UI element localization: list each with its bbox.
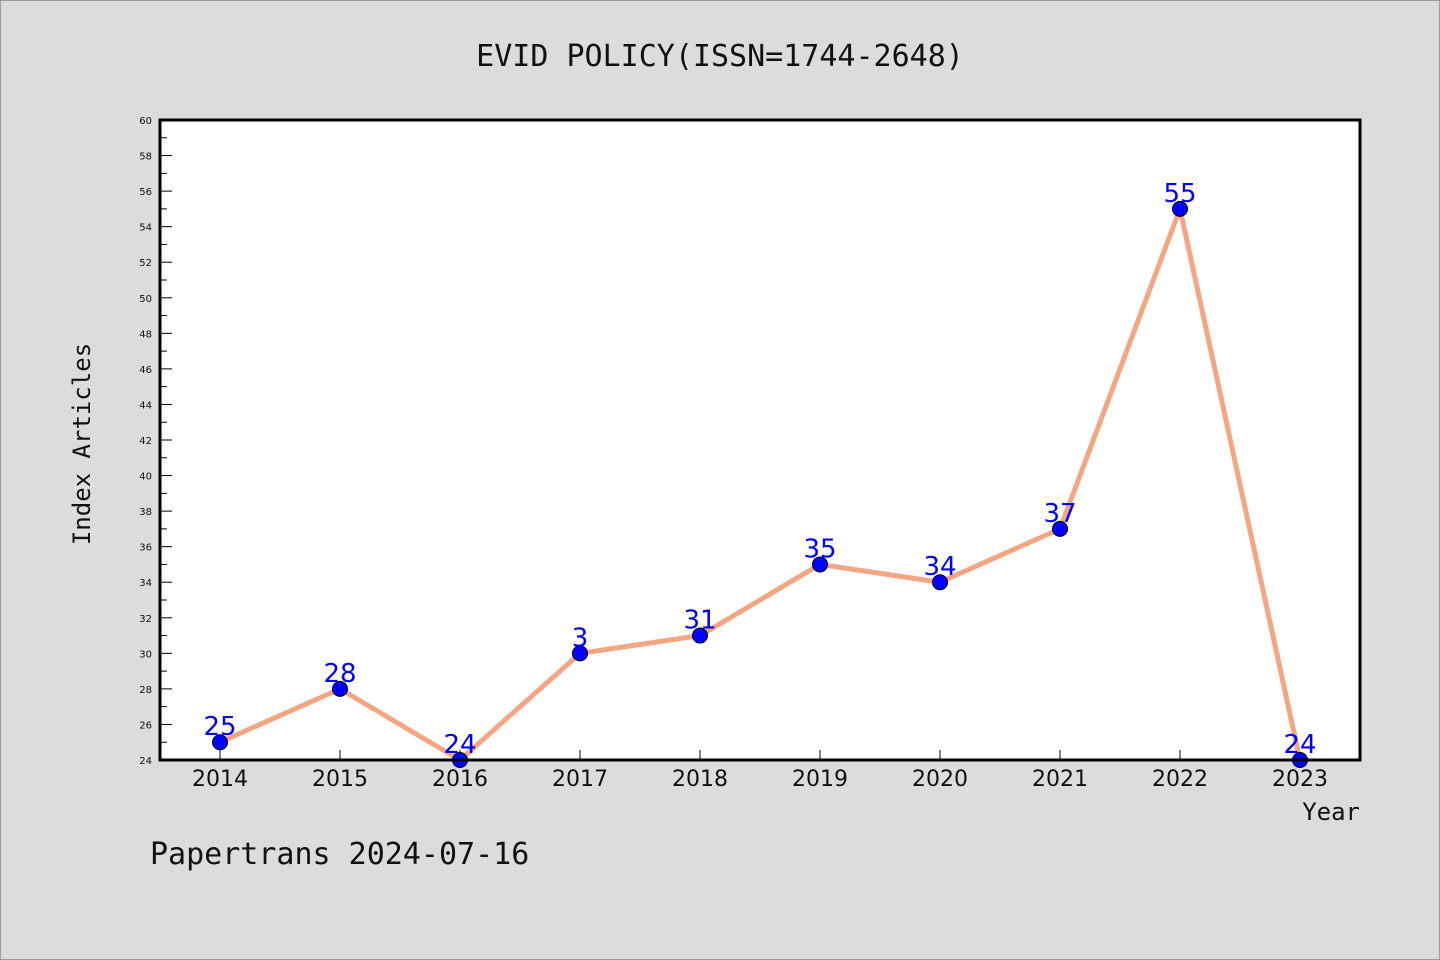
y-tick-label: 54	[139, 223, 152, 234]
x-tick-label: 2016	[432, 767, 488, 792]
y-tick-label: 26	[139, 720, 152, 731]
data-label: 55	[1163, 179, 1196, 209]
x-tick-label: 2020	[912, 767, 968, 792]
y-tick-label: 58	[139, 152, 152, 163]
x-tick-label: 2022	[1152, 767, 1208, 792]
series-layer: 25 28 24 3 31 35 34 37 55 24	[203, 179, 1317, 768]
y-tick-label: 60	[139, 116, 152, 127]
data-label: 31	[683, 606, 716, 636]
x-axis-label: Year	[1302, 798, 1360, 826]
y-tick-label: 42	[139, 436, 152, 447]
plot-frame	[158, 118, 1362, 762]
data-point	[332, 680, 348, 697]
y-tick-label: 28	[139, 685, 152, 696]
y-tick-label: 48	[139, 329, 152, 340]
data-label: 28	[323, 659, 356, 689]
footer-text: Papertrans 2024-07-16	[150, 837, 529, 872]
series-line	[217, 206, 1303, 763]
data-label: 25	[203, 712, 236, 742]
x-tick-label: 2021	[1032, 767, 1088, 792]
y-tick-label: 30	[139, 649, 152, 660]
y-tick-label: 46	[139, 365, 152, 376]
data-label: 24	[1283, 730, 1316, 760]
x-tick-label: 2023	[1272, 767, 1328, 792]
data-point	[572, 645, 588, 662]
data-label: 34	[923, 552, 956, 582]
data-point	[812, 556, 828, 573]
y-tick-label: 50	[139, 294, 152, 305]
y-axis-label: Index Articles	[68, 343, 96, 545]
y-tick-label: 24	[139, 756, 152, 767]
data-label: 24	[443, 730, 476, 760]
y-tick-label: 56	[139, 187, 152, 198]
data-label: 35	[803, 534, 836, 564]
y-tick-label: 52	[139, 258, 152, 269]
y-tick-label: 32	[139, 614, 152, 625]
x-tick-label: 2018	[672, 767, 728, 792]
data-label: 3	[572, 623, 589, 653]
chart-title: EVID POLICY(ISSN=1744-2648)	[476, 39, 964, 74]
data-point	[932, 574, 948, 591]
y-tick-label: 36	[139, 543, 152, 554]
x-tick-label: 2019	[792, 767, 848, 792]
y-axis: 24 26 28 30 32 34 36 38 40 42 44 46 48 50 52 54 56 58 60	[139, 116, 172, 767]
data-point	[212, 734, 228, 751]
x-tick-label: 2014	[192, 767, 248, 792]
y-tick-label: 44	[139, 400, 152, 411]
data-point	[1172, 200, 1188, 217]
x-tick-label: 2017	[552, 767, 608, 792]
x-axis: 2014 2015 2016 2017 2018 2019 2020 2021 2022 2023	[192, 750, 1328, 792]
y-tick-label: 40	[139, 472, 152, 483]
plot-area	[160, 120, 1360, 760]
data-point	[692, 627, 708, 644]
data-label: 37	[1043, 499, 1076, 529]
y-tick-label: 38	[139, 507, 152, 518]
data-point	[1052, 520, 1068, 537]
x-tick-label: 2015	[312, 767, 368, 792]
y-tick-label: 34	[139, 578, 152, 589]
